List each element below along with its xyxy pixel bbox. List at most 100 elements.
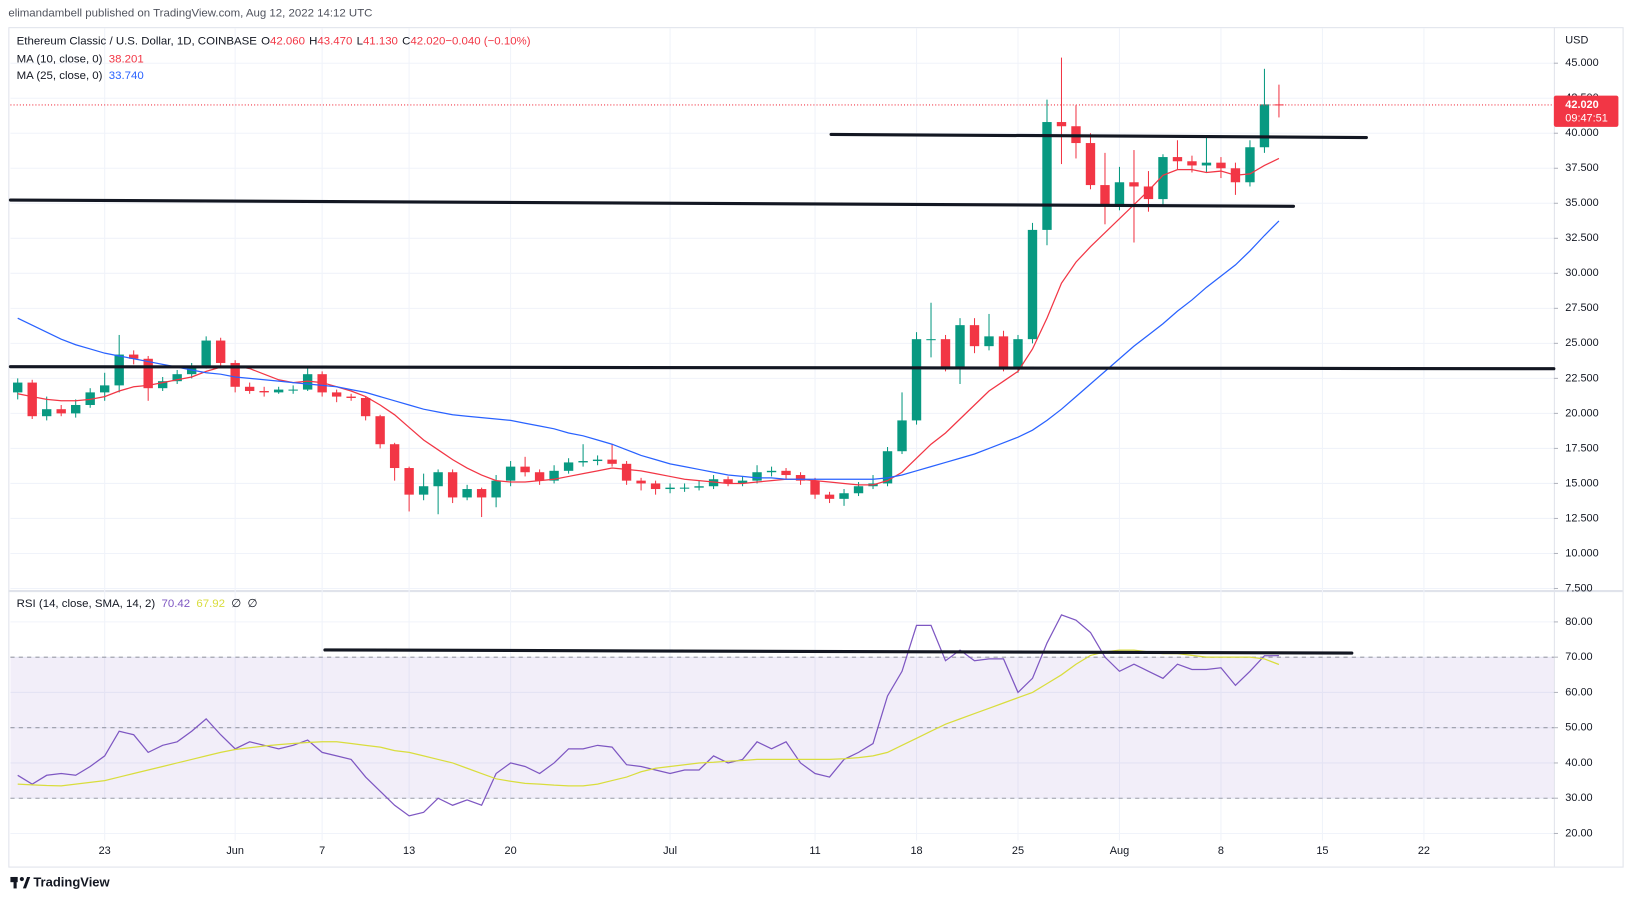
last-price-label: 42.020 (1565, 99, 1598, 111)
trendline (829, 132, 1368, 140)
y-tick-label: 80.00 (1565, 616, 1592, 628)
candle-body (549, 470, 559, 481)
x-tick-label: 22 (1418, 845, 1430, 857)
y-tick-label: 10.000 (1565, 547, 1598, 559)
y-tick-label: 32.500 (1565, 232, 1598, 244)
candle-body (389, 444, 400, 469)
candle-body (1129, 182, 1139, 187)
candle-body (302, 374, 313, 390)
frame (8, 27, 1624, 868)
y-tick-label: 17.500 (1565, 442, 1598, 454)
footer-brand: TradingView (33, 875, 110, 890)
x-tick-label: 7 (319, 845, 325, 857)
candle-body (737, 480, 748, 484)
x-tick-label: Jun (226, 845, 244, 857)
x-tick-label: Jul (663, 845, 677, 857)
trendline (8, 198, 1296, 208)
legend-title: RSI (14, close, SMA, 14, 2) (17, 598, 156, 610)
candle-body (433, 472, 443, 487)
x-tick-label: 25 (1012, 845, 1024, 857)
y-tick-label: 30.000 (1565, 267, 1598, 279)
y-tick-label: 20.000 (1565, 407, 1598, 419)
rsi-line (17, 649, 1280, 787)
candle-body (346, 396, 356, 398)
candle-body (143, 358, 153, 389)
x-tick-label: 8 (1218, 845, 1224, 857)
candle-body (969, 325, 980, 347)
candle-body (1187, 161, 1197, 166)
trendlines (8, 132, 1556, 655)
legend-value: 42.020 (410, 36, 445, 48)
candle-body (679, 487, 690, 489)
candle-body (331, 392, 342, 397)
candle-body (766, 470, 777, 473)
y-tick-label: 12.500 (1565, 512, 1598, 524)
candle-body (592, 459, 603, 462)
axis-layer: 7.500 10.000 12.500 15.000 17.500 20.000 22.50… (99, 57, 1619, 857)
legend-value: 70.42 (161, 598, 190, 610)
candle-body (100, 385, 110, 393)
candle-body (926, 339, 936, 341)
candle-body (665, 487, 675, 490)
candle-body (839, 493, 849, 499)
logo-part (19, 876, 24, 882)
candle-body (85, 392, 95, 405)
candle-body (940, 339, 951, 368)
legend-key: C (402, 36, 410, 48)
legend-value: 42.060 (270, 36, 305, 48)
y-tick-label: 25.000 (1565, 337, 1598, 349)
y-tick-label: 70.00 (1565, 651, 1592, 663)
candle-body (1114, 182, 1125, 207)
legend-title: Ethereum Classic / U.S. Dollar, 1D, COIN… (17, 36, 258, 48)
candle-body (911, 339, 922, 421)
trendline (323, 648, 1354, 655)
candle-body (13, 382, 23, 393)
y-tick-label: 27.500 (1565, 302, 1598, 314)
legend-value: 33.740 (109, 70, 144, 82)
candle-body (1143, 186, 1154, 200)
candle-body (1056, 122, 1067, 127)
candle-body (56, 409, 66, 414)
ma-legend: MA (10, close, 0) 38.201 (17, 53, 144, 65)
candle-body (288, 389, 298, 391)
x-tick-label: 13 (403, 845, 415, 857)
rsi-line (17, 614, 1279, 817)
candle-body (781, 470, 791, 476)
x-tick-label: 23 (99, 845, 111, 857)
candle-body (27, 382, 37, 417)
rsi-legend: RSI (14, close, SMA, 14, 2) 70.42 67.92 ∅ ∅ (17, 598, 258, 610)
currency-label: USD (1565, 35, 1588, 47)
candle-body (404, 468, 414, 495)
candle-body (1158, 157, 1168, 200)
candle-body (955, 325, 965, 368)
candle-body (795, 475, 806, 481)
footer-logo: TradingView (10, 875, 111, 890)
candle-body (520, 466, 530, 473)
candle-body (157, 381, 168, 389)
y-tick-label: 40.000 (1565, 127, 1598, 139)
candle-body (723, 479, 733, 484)
data-layer (10, 57, 1554, 817)
legend-key: L (357, 36, 363, 48)
last-price-box (1553, 95, 1619, 127)
candle-body (114, 354, 124, 386)
candle-body (1245, 147, 1255, 183)
x-tick-label: 15 (1316, 845, 1328, 857)
candle-body (563, 462, 574, 471)
legend-value: 38.201 (109, 53, 144, 65)
legend-value: 67.92 (196, 598, 225, 610)
candle-body (621, 463, 632, 481)
candle-body (230, 362, 240, 387)
candle-body (244, 386, 255, 391)
candle-body (1259, 104, 1270, 148)
legend-name: MA (10, close, 0) (17, 53, 103, 65)
candle-body (810, 480, 820, 495)
ma-line (17, 220, 1280, 480)
y-tick-label: 50.00 (1565, 722, 1592, 734)
candle-body (1027, 229, 1038, 340)
candle-body (607, 459, 617, 464)
candle-body (418, 486, 429, 495)
